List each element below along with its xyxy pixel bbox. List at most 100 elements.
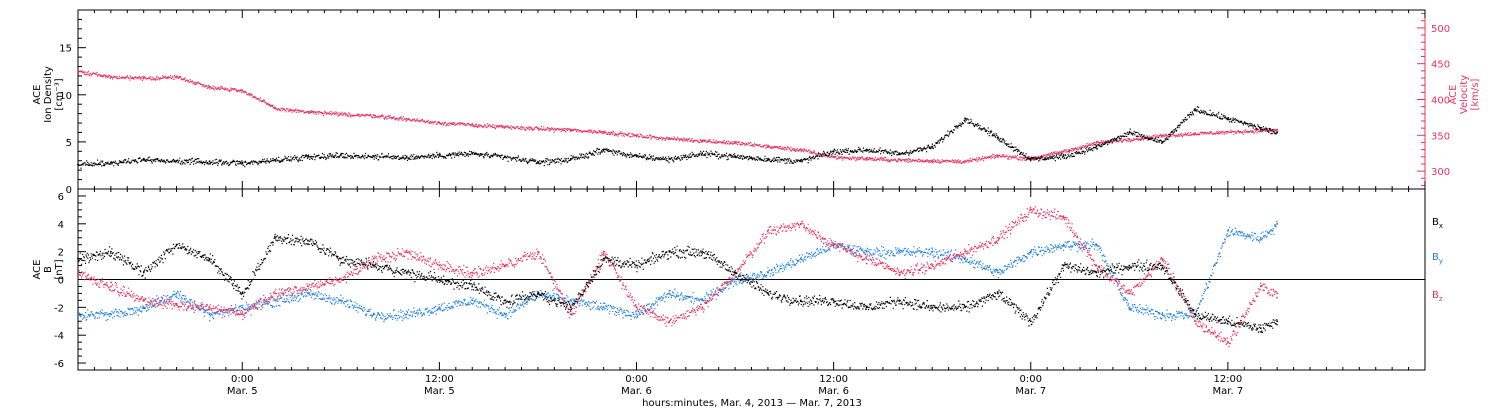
velocity-axis-title: ACE Velocity [km/s]	[1448, 75, 1481, 114]
bz-series-point	[1276, 292, 1278, 295]
bx-series-point	[570, 306, 572, 309]
bx-series-point	[1161, 264, 1163, 267]
velocity-series-point	[438, 121, 441, 124]
velocity-series-point	[1095, 141, 1098, 144]
by-series-point	[110, 313, 112, 316]
by-series-point	[799, 257, 802, 260]
date-tick-label: Mar. 7	[1213, 386, 1244, 397]
bx-series-point	[142, 271, 145, 274]
velocity-series-point	[898, 158, 901, 161]
bx-series-point	[602, 257, 605, 260]
x-axis-title: hours:minutes, Mar. 4, 2013 — Mar. 7, 20…	[642, 398, 862, 409]
velocity-series-point	[865, 157, 868, 160]
bz-series-point	[602, 250, 605, 253]
velocity-series-point	[1161, 134, 1163, 137]
velocity-series-point	[142, 77, 145, 79]
density-series-point	[372, 155, 375, 157]
bx-series-point	[931, 306, 933, 309]
bz-series-point	[340, 278, 342, 281]
density-series-point	[865, 148, 868, 151]
bz-series-point	[767, 229, 769, 232]
date-tick-label: Mar. 5	[424, 386, 455, 397]
density-series-point	[274, 158, 276, 161]
by-series-point	[668, 292, 671, 295]
bz-series-point	[931, 264, 933, 267]
bz-series-point	[504, 264, 506, 267]
bx-series-point	[241, 292, 244, 295]
field-tick-label: 6	[58, 192, 64, 203]
bz-series-point	[865, 257, 868, 260]
velocity-series-point	[208, 85, 211, 88]
density-series-point	[471, 152, 474, 154]
by-series-point	[405, 313, 408, 316]
density-series-point	[668, 158, 671, 160]
density-series-point	[635, 155, 638, 157]
velocity-series-point	[405, 118, 408, 120]
velocity-tick-label: 300	[1431, 167, 1450, 178]
bx-series-point	[668, 250, 671, 253]
velocity-series-point	[274, 107, 276, 109]
by-series-point	[635, 313, 638, 316]
legend-entry-x: Bx	[1432, 217, 1443, 230]
date-tick-label: Mar. 7	[1015, 386, 1046, 397]
density-series-point	[1128, 131, 1131, 134]
velocity-tick-label: 450	[1431, 60, 1450, 71]
density-series-point	[438, 154, 441, 156]
density-series-point	[307, 155, 309, 157]
velocity-series-point	[799, 148, 802, 151]
velocity-series-point	[570, 128, 572, 131]
date-tick-label: Mar. 6	[621, 386, 652, 397]
by-series-point	[372, 313, 375, 316]
by-series-point	[77, 313, 79, 316]
bz-series-point	[1227, 341, 1229, 343]
velocity-axis-title-line: ACE	[1448, 85, 1459, 105]
bx-series-point	[1276, 320, 1278, 323]
time-tick-label: 12:00	[819, 374, 848, 385]
field-axis-title: ACE B [nT]	[32, 259, 65, 279]
bx-series-point	[701, 250, 704, 253]
density-series-point	[340, 154, 342, 156]
density-series-point	[1227, 117, 1229, 120]
density-series-point	[602, 148, 605, 151]
velocity-series-point	[931, 159, 933, 162]
bx-series-point	[438, 278, 441, 281]
density-series-point	[832, 150, 835, 153]
bx-series-point	[504, 299, 506, 302]
density-tick-label: 5	[66, 138, 72, 149]
density-axis-title-line: [cm⁻³]	[54, 78, 65, 110]
by-series-point	[241, 306, 244, 309]
bx-series-point	[799, 299, 802, 302]
bx-series-point	[208, 257, 211, 260]
by-series-point	[142, 306, 145, 309]
legend-entry-subscript: y	[1439, 257, 1443, 265]
time-tick-label: 12:00	[1213, 374, 1242, 385]
density-axis-title: ACE Ion Density [cm⁻³]	[32, 66, 65, 123]
field-axis-title-line: ACE	[32, 260, 43, 280]
bz-series-point	[241, 313, 244, 316]
by-series-point	[1095, 243, 1098, 246]
legend-entry-z: Bz	[1432, 290, 1443, 303]
legend-entry-name: B	[1432, 217, 1439, 228]
field-tick-label: -4	[54, 331, 64, 342]
by-series-point	[767, 271, 769, 274]
by-series-point	[307, 292, 309, 295]
field-tick-label: -6	[54, 359, 64, 370]
bz-series-point	[110, 285, 112, 288]
density-series-point	[701, 152, 704, 154]
by-series-dots	[78, 221, 1278, 323]
velocity-series-point	[668, 137, 671, 139]
density-tick-label: 0	[66, 185, 72, 196]
velocity-series-point	[964, 160, 966, 162]
bx-series-point	[832, 299, 835, 302]
bz-series	[77, 206, 1278, 348]
density-series-point	[799, 159, 802, 162]
velocity-series-point	[241, 89, 244, 91]
velocity-series-dots	[78, 70, 1278, 164]
bx-series-point	[767, 292, 769, 295]
density-series-point	[110, 161, 112, 164]
bx-series-point	[865, 306, 868, 309]
velocity-series-point	[701, 139, 704, 142]
bz-series-point	[1029, 209, 1032, 211]
by-series-point	[208, 313, 211, 316]
bz-series-point	[537, 250, 539, 253]
